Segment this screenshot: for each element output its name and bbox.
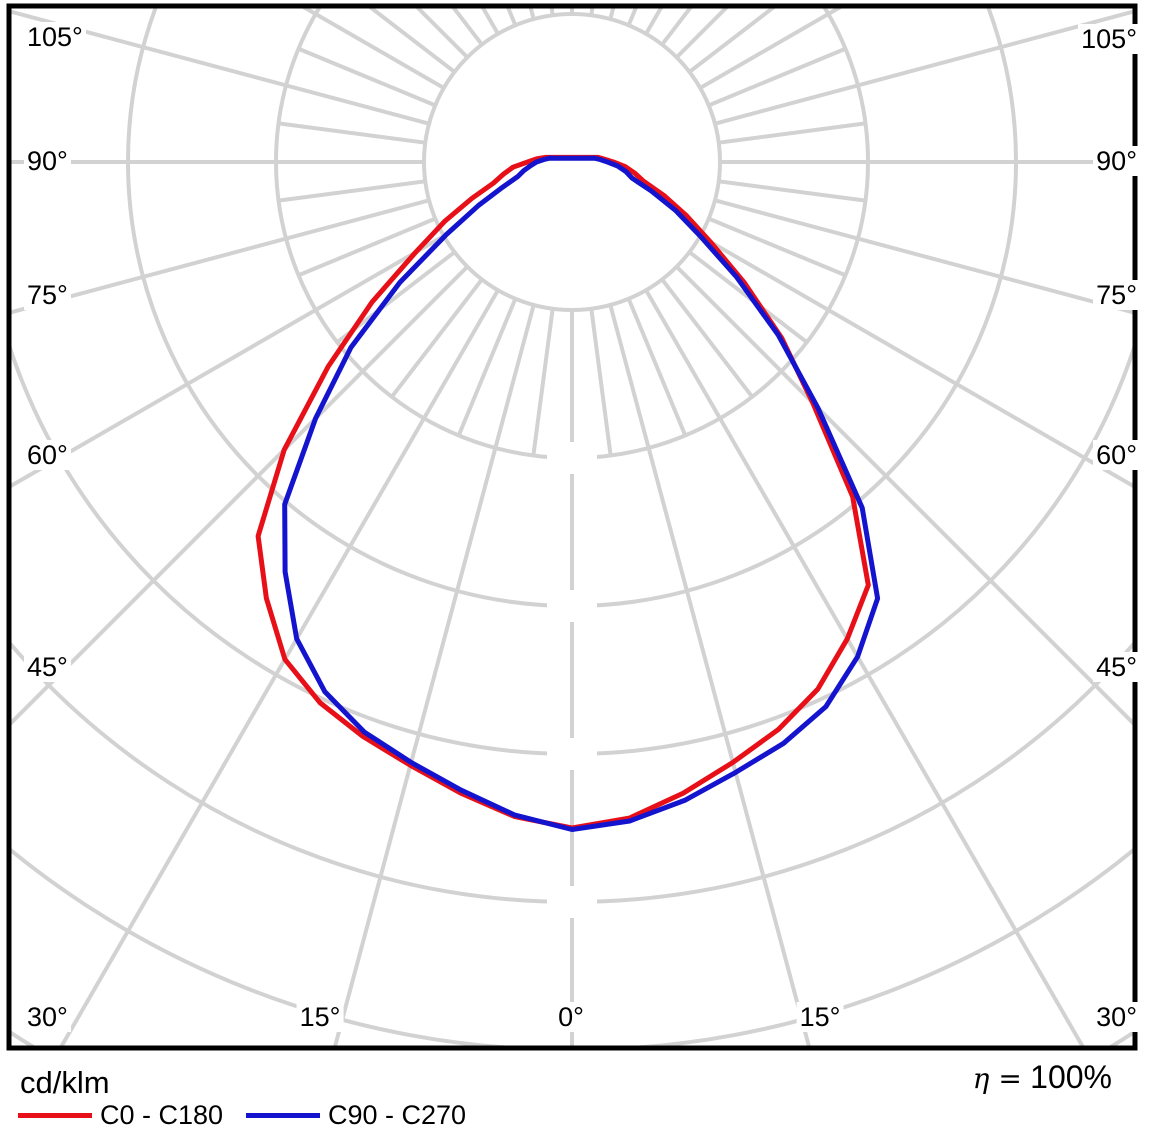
unit-label: cd/klm [20,1065,110,1100]
angle-label-30deg: 30° [1093,1002,1140,1032]
blue-line-swatch [246,1112,320,1118]
eta-value: 100% [1030,1059,1112,1095]
angle-label-60deg: 60° [1093,440,1140,470]
light-output-ratio: η = 100% [973,1059,1112,1096]
angle-label-105deg: 105° [1078,24,1140,54]
legend-label-c0-c180: C0 - C180 [100,1099,224,1130]
eta-symbol: η = [972,1062,1022,1095]
curve-C90-C270 [282,155,881,832]
angle-label-75deg: 75° [24,280,71,310]
legend-item-c0-c180: C0 - C180 [18,1100,223,1130]
legend-area: cd/klm C0 - C180 C90 - C270 η = 100% [0,1051,1164,1140]
legend-item-c90-c270: C90 - C270 [246,1100,466,1130]
red-line-swatch [18,1112,92,1118]
angle-label-60deg: 60° [24,440,71,470]
angle-label-15deg: 15° [796,1002,844,1032]
angle-label-0deg: 0° [555,1002,587,1032]
curve-C0-C180 [255,154,871,831]
angle-label-105deg: 105° [24,22,86,52]
angle-label-45deg: 45° [24,652,71,682]
angle-label-75deg: 75° [1093,280,1140,310]
angle-label-45deg: 45° [1093,652,1140,682]
angle-label-90deg: 90° [24,146,71,176]
angle-label-15deg: 15° [296,1002,344,1032]
angle-label-30deg: 30° [24,1002,71,1032]
legend-label-c90-c270: C90 - C270 [328,1099,467,1130]
angle-label-90deg: 90° [1093,146,1140,176]
